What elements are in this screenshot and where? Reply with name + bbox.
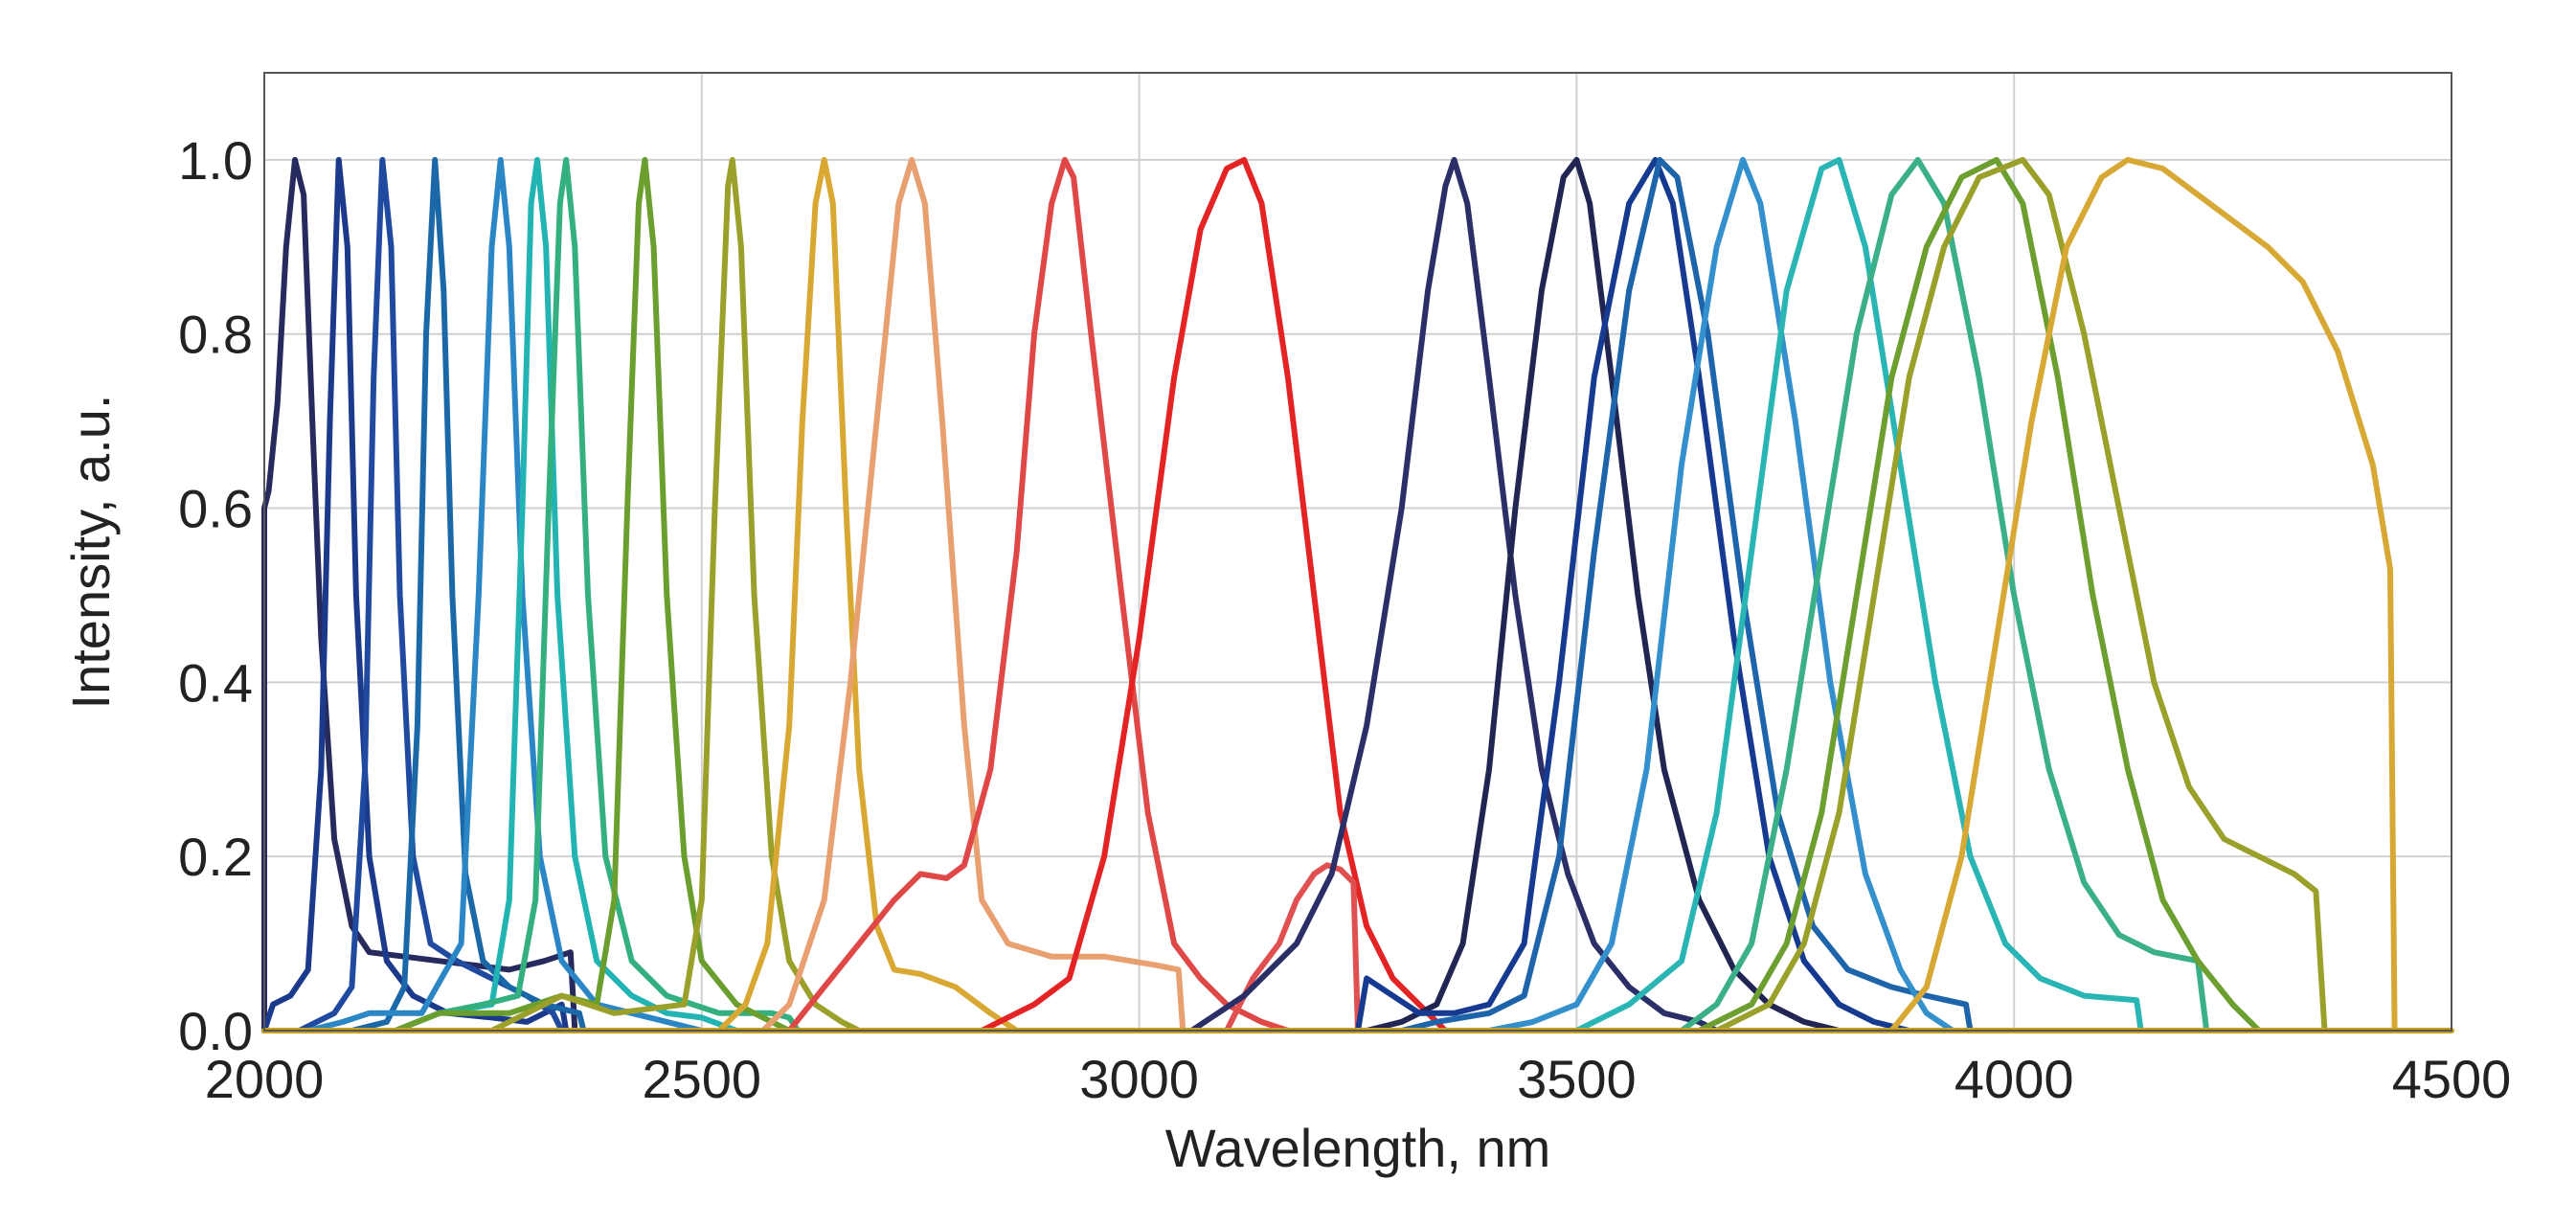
series-line-16 — [1364, 156, 1842, 1033]
y-axis-title: Intensity, a.u. — [60, 395, 121, 710]
plot-frame — [263, 72, 2452, 1032]
x-tick-label: 3000 — [1079, 1049, 1199, 1109]
x-axis-ticks: 2000 2500 3000 3500 4000 4500 — [205, 1049, 2512, 1109]
series-line-23 — [1713, 156, 2328, 1033]
series-line-19 — [1486, 156, 1956, 1033]
y-tick-label: 0.4 — [178, 652, 253, 713]
series-line-5 — [305, 156, 705, 1033]
series-line-24 — [1888, 156, 2398, 1033]
series-line-9 — [488, 156, 863, 1033]
series-line-21 — [1679, 156, 2210, 1033]
y-tick-label: 0.8 — [178, 305, 253, 365]
series-line-7 — [393, 156, 802, 1033]
series-group — [261, 156, 2454, 1033]
series-line-14 — [1224, 862, 1361, 1033]
series-line-11 — [759, 156, 1186, 1033]
series-line-22 — [1696, 156, 2262, 1033]
series-line-2 — [261, 156, 570, 1033]
series-line-12 — [786, 156, 1291, 1033]
x-axis-title: Wavelength, nm — [1165, 1118, 1551, 1178]
y-tick-label: 0.6 — [178, 479, 253, 539]
series-line-1 — [261, 156, 578, 1033]
x-tick-label: 4000 — [1955, 1049, 2074, 1109]
series-line-18 — [1398, 156, 1974, 1033]
x-tick-label: 3500 — [1517, 1049, 1637, 1109]
series-line-15 — [1188, 156, 1720, 1033]
series-line-10 — [716, 156, 1020, 1033]
y-tick-label: 1.0 — [178, 130, 253, 191]
series-line-17 — [1355, 156, 1912, 1033]
x-tick-label: 4500 — [2392, 1049, 2512, 1109]
y-tick-label: 0.0 — [178, 1001, 253, 1061]
series-line-13 — [979, 156, 1449, 1033]
x-tick-label: 2500 — [643, 1049, 762, 1109]
x-tick-label: 2000 — [205, 1049, 325, 1109]
series-line-6 — [393, 156, 740, 1033]
series-line-20 — [1573, 156, 2144, 1033]
y-tick-label: 0.2 — [178, 827, 253, 887]
y-axis-ticks: 0.0 0.2 0.4 0.6 0.8 1.0 — [178, 130, 253, 1061]
series-line-8 — [393, 156, 793, 1033]
